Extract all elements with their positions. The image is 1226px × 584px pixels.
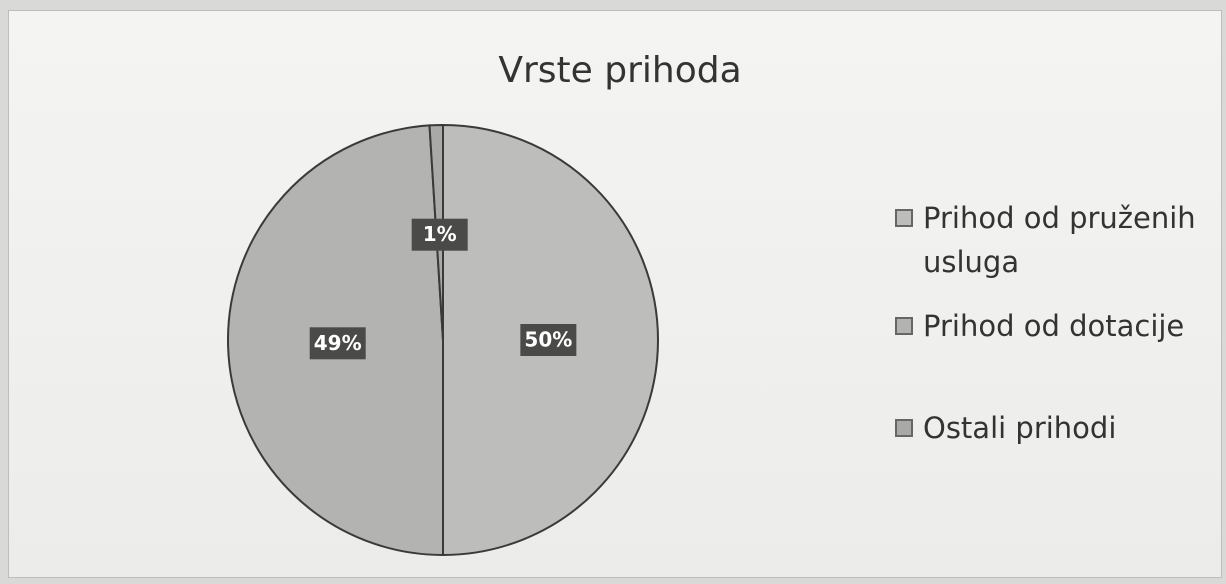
legend-swatch bbox=[895, 209, 913, 227]
legend-swatch bbox=[895, 317, 913, 335]
data-label-box bbox=[520, 324, 577, 356]
data-label-box bbox=[411, 218, 468, 251]
legend-item: Ostali prihodi bbox=[895, 406, 1215, 450]
legend-item: Prihod od dotacije bbox=[895, 304, 1215, 348]
legend-label: Prihod od pruženih usluga bbox=[923, 201, 1196, 279]
data-label: 49% bbox=[314, 331, 362, 355]
data-label: 50% bbox=[524, 328, 572, 352]
data-label: 1% bbox=[423, 222, 457, 246]
legend-label: Ostali prihodi bbox=[923, 411, 1117, 445]
legend: Prihod od pruženih usluga Prihod od dotac… bbox=[895, 196, 1215, 470]
chart-title: Vrste prihoda bbox=[498, 50, 741, 91]
legend-swatch bbox=[895, 419, 913, 437]
legend-label: Prihod od dotacije bbox=[923, 309, 1185, 343]
legend-item: Prihod od pruženih usluga bbox=[895, 196, 1215, 284]
data-label-box bbox=[309, 327, 366, 360]
